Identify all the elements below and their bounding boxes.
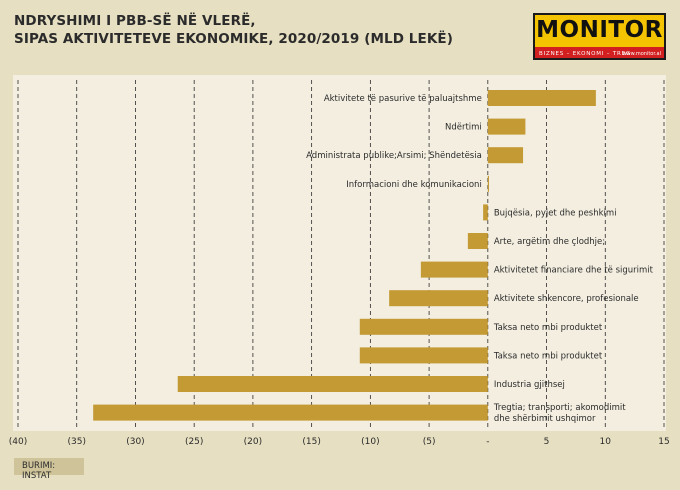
- x-tick-label: (40): [9, 437, 27, 447]
- category-label: Aktivitetet financiare dhe të sigurimit: [494, 266, 654, 276]
- source-label: BURIMI: INSTAT: [22, 461, 56, 481]
- bar: [487, 147, 524, 164]
- x-tick-label: 10: [600, 437, 612, 447]
- x-tick-label: (5): [423, 437, 436, 447]
- category-label: Informacioni dhe komunikacioni: [346, 180, 482, 190]
- title-line-1: NDRYSHIMI I PBB-SË NË VLERË,: [14, 13, 256, 29]
- logo-name: MONITOR: [536, 17, 663, 43]
- x-tick-label: (20): [244, 437, 262, 447]
- title-line-2: SIPAS AKTIVITETEVE EKONOMIKE, 2020/2019 …: [14, 31, 453, 47]
- bar: [420, 261, 488, 278]
- category-label: Aktivitete shkencore, profesionale: [494, 294, 639, 304]
- category-label: Ndërtimi: [445, 123, 482, 133]
- x-tick-label: (25): [185, 437, 203, 447]
- category-label: Administrata publike;Arsimi; Shëndetësia: [306, 151, 482, 161]
- category-label: Industria gjithsej: [494, 380, 565, 390]
- x-tick-label: (10): [361, 437, 379, 447]
- category-label: Bujqësia, pyjet dhe peshkimi: [494, 208, 617, 218]
- bar: [359, 318, 488, 335]
- category-label: Taksa neto mbi produktet: [493, 323, 603, 333]
- bar: [487, 118, 526, 135]
- logo-url: www.monitor.al: [622, 51, 661, 57]
- category-labels: Aktivitete të pasurive të paluajtshme Ndë…: [306, 94, 654, 424]
- logo-tagline: BIZNES – EKONOMI – TREG: [539, 51, 631, 57]
- bar: [177, 376, 488, 392]
- category-label: Arte, argëtim dhe çlodhje;: [494, 237, 605, 247]
- bar: [467, 233, 488, 249]
- x-axis-ticks: (40) (35) (30) (25) (20) (15) (10) (5) - 5 10 15: [9, 437, 670, 447]
- x-tick-label: (35): [67, 437, 85, 447]
- bar: [483, 204, 488, 221]
- monitor-logo: MONITOR BIZNES – EKONOMI – TREG www.moni…: [533, 13, 666, 60]
- x-tick-label: 15: [658, 437, 669, 447]
- bar: [389, 290, 488, 307]
- category-label: Taksa neto mbi produktet: [493, 351, 603, 361]
- bar: [359, 347, 488, 364]
- chart-title: NDRYSHIMI I PBB-SË NË VLERË, SIPAS AKTIV…: [14, 12, 453, 48]
- source-box: BURIMI: INSTAT: [14, 458, 84, 481]
- x-tick-label: -: [486, 437, 489, 447]
- logo-strip: BIZNES – EKONOMI – TREG www.monitor.al: [535, 47, 664, 58]
- plot-area: [13, 75, 666, 431]
- bar: [93, 404, 488, 421]
- category-label: Aktivitete të pasurive të paluajtshme: [324, 94, 482, 104]
- bars: [93, 90, 596, 421]
- x-tick-label: (15): [302, 437, 320, 447]
- bar: [487, 175, 489, 192]
- x-tick-label: 5: [544, 437, 550, 447]
- bar: [487, 90, 596, 106]
- category-label: Tregtia; transporti; akomodimit dhe shërb…: [493, 403, 626, 424]
- gridlines: [17, 80, 665, 428]
- x-tick-label: (30): [126, 437, 144, 447]
